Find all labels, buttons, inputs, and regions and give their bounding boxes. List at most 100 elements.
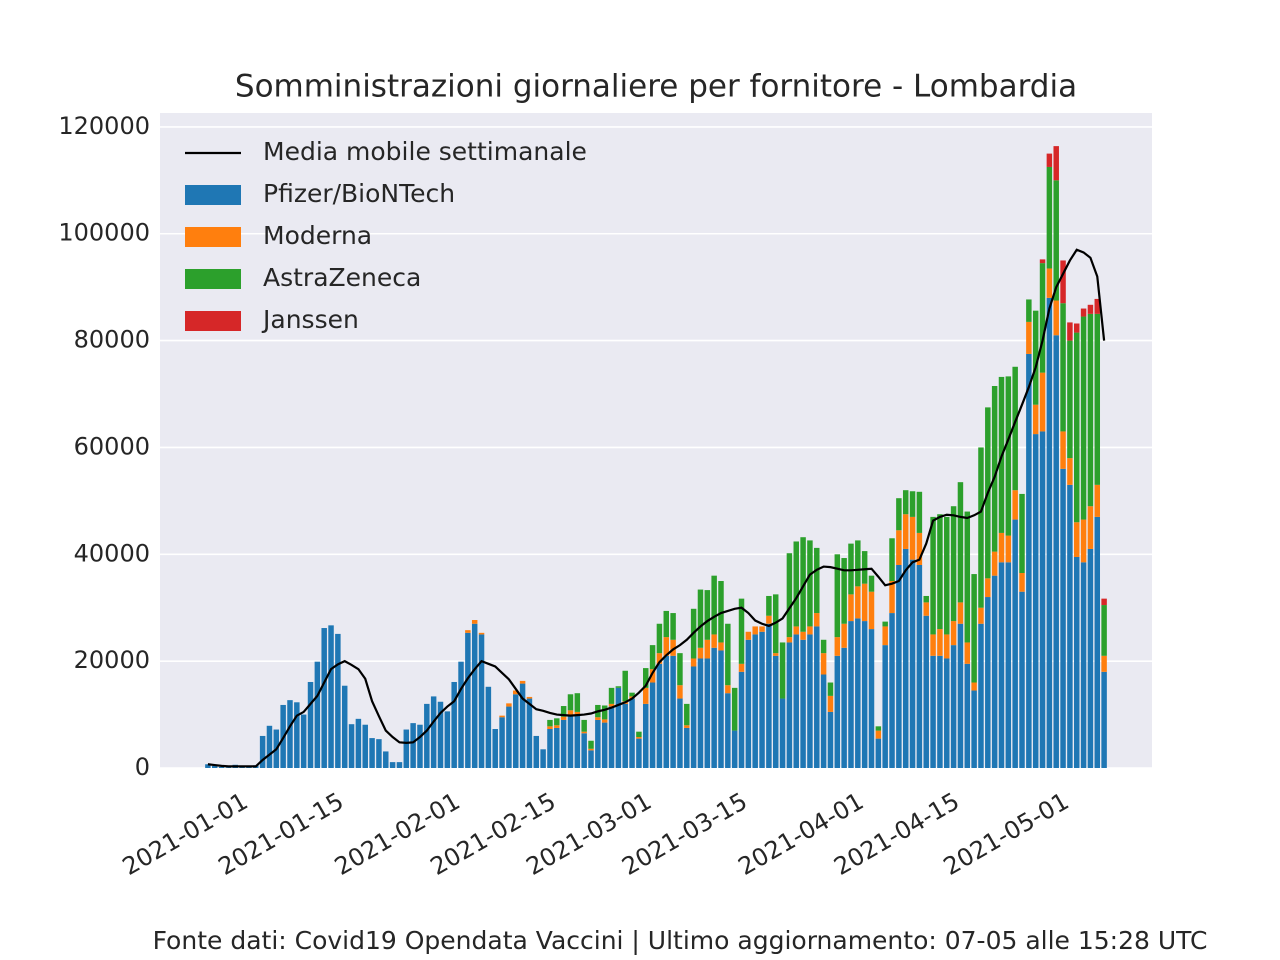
bar bbox=[690, 666, 697, 768]
bar bbox=[677, 685, 683, 699]
bar bbox=[848, 594, 854, 622]
bar bbox=[588, 740, 594, 749]
bar bbox=[772, 655, 779, 768]
bar bbox=[547, 719, 553, 727]
bar bbox=[1067, 458, 1073, 485]
bar bbox=[779, 698, 786, 768]
bar bbox=[458, 661, 464, 768]
bar bbox=[643, 668, 649, 688]
bar bbox=[595, 717, 601, 720]
bar bbox=[909, 491, 916, 517]
bar bbox=[376, 739, 382, 768]
bar bbox=[519, 680, 526, 684]
bar bbox=[766, 623, 772, 768]
legend-label: Janssen bbox=[261, 305, 359, 334]
bar bbox=[314, 661, 321, 768]
bar bbox=[882, 645, 888, 768]
bar bbox=[882, 626, 888, 646]
bar bbox=[554, 725, 560, 728]
bar bbox=[731, 730, 738, 768]
bar bbox=[465, 632, 471, 768]
bar bbox=[1074, 522, 1080, 557]
bar bbox=[923, 602, 929, 616]
bar bbox=[663, 637, 669, 656]
bar bbox=[868, 575, 875, 592]
legend-swatch bbox=[185, 269, 241, 289]
bar bbox=[499, 717, 505, 768]
bar bbox=[827, 682, 834, 696]
bar bbox=[957, 482, 964, 603]
legend-label: Moderna bbox=[263, 221, 372, 250]
bars bbox=[205, 146, 1107, 768]
bar bbox=[759, 626, 765, 632]
y-tick-label: 60000 bbox=[74, 432, 150, 460]
bar bbox=[341, 685, 348, 768]
bar bbox=[814, 547, 820, 614]
bar bbox=[649, 669, 656, 683]
x-tick-label: 2021-05-01 bbox=[939, 787, 1074, 881]
bar bbox=[567, 694, 574, 711]
bar bbox=[1039, 431, 1046, 768]
bar bbox=[1032, 434, 1039, 768]
bar bbox=[478, 634, 485, 768]
bar bbox=[574, 714, 581, 768]
bar bbox=[410, 723, 416, 768]
bar bbox=[964, 642, 971, 664]
legend-swatch bbox=[185, 227, 241, 247]
bar bbox=[328, 625, 334, 768]
bar bbox=[827, 695, 834, 712]
y-tick-label: 100000 bbox=[58, 219, 150, 247]
bar bbox=[554, 727, 560, 768]
bar bbox=[923, 615, 929, 768]
bar bbox=[998, 562, 1005, 768]
bar bbox=[1046, 297, 1053, 768]
bar bbox=[957, 623, 964, 768]
bar bbox=[1087, 548, 1094, 768]
bar bbox=[752, 626, 758, 635]
bar bbox=[944, 658, 950, 768]
bar bbox=[1080, 562, 1087, 768]
bar bbox=[1012, 366, 1018, 491]
bar bbox=[663, 655, 669, 768]
bar bbox=[950, 645, 957, 768]
bar bbox=[868, 591, 875, 630]
bar bbox=[752, 634, 758, 768]
bar bbox=[889, 581, 895, 614]
bar bbox=[964, 663, 971, 768]
bar bbox=[944, 516, 950, 635]
bar bbox=[608, 687, 615, 704]
bar bbox=[670, 639, 676, 656]
bar bbox=[909, 516, 916, 560]
bar bbox=[444, 711, 451, 768]
bar bbox=[875, 726, 882, 731]
bar bbox=[841, 558, 847, 624]
bar bbox=[875, 738, 882, 768]
chart-title: Somministrazioni giornaliere per fornito… bbox=[235, 69, 1077, 105]
bar bbox=[513, 694, 519, 768]
bar bbox=[896, 530, 902, 565]
bar bbox=[937, 655, 943, 768]
bar bbox=[800, 639, 806, 768]
bar bbox=[786, 553, 793, 638]
bar bbox=[656, 623, 663, 654]
bar bbox=[294, 702, 300, 768]
bar bbox=[526, 698, 533, 768]
bar bbox=[574, 711, 581, 715]
bar bbox=[923, 595, 929, 603]
bar bbox=[656, 653, 663, 664]
bar bbox=[772, 653, 779, 656]
bar bbox=[656, 663, 663, 768]
bar bbox=[355, 718, 362, 768]
bar bbox=[1080, 316, 1087, 520]
bar bbox=[670, 655, 676, 768]
y-tick-label: 40000 bbox=[74, 539, 150, 567]
bar bbox=[1067, 322, 1073, 341]
bar bbox=[601, 722, 608, 768]
y-tick-label: 120000 bbox=[58, 112, 150, 140]
bar bbox=[547, 728, 553, 768]
bar bbox=[916, 532, 923, 565]
bar bbox=[581, 733, 587, 768]
bar bbox=[588, 748, 594, 751]
bar bbox=[1046, 153, 1053, 167]
bar bbox=[875, 730, 882, 739]
